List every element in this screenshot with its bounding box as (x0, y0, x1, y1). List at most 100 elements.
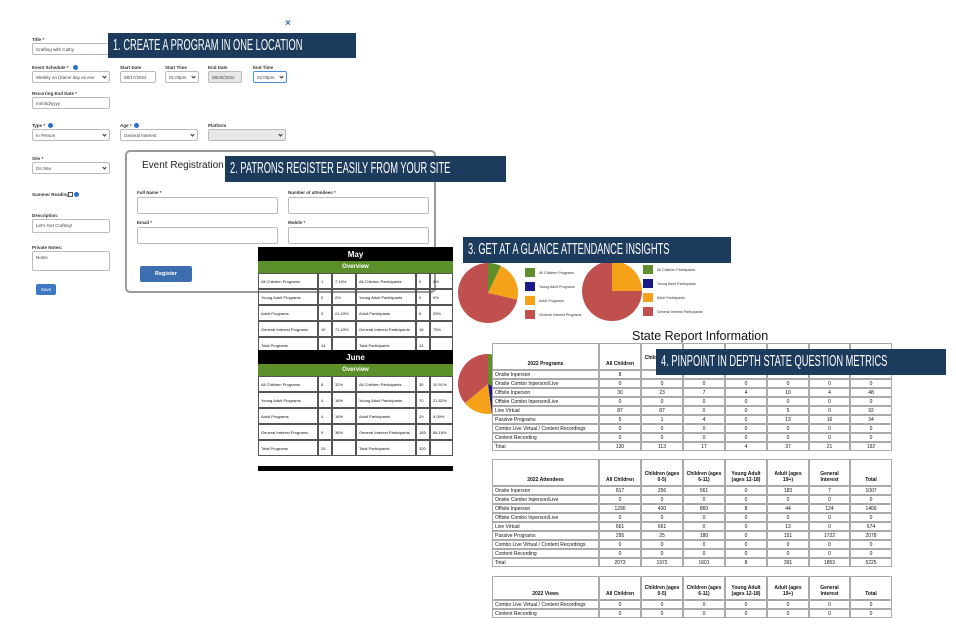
table-cell: 0 (683, 600, 725, 609)
field-label: Event Schedule * (32, 65, 69, 70)
text-input[interactable] (137, 197, 278, 214)
text-input[interactable] (288, 227, 429, 244)
modal-title: Event Registration (142, 160, 224, 171)
form-control[interactable]: On Site (32, 162, 110, 174)
form-control[interactable]: Crafting with Cathy (32, 43, 112, 55)
table-cell: 0 (725, 495, 767, 504)
table-cell: 0 (318, 289, 332, 305)
table-cell: 0 (683, 433, 725, 442)
column-header: Adult (ages 19+) (767, 459, 809, 486)
field-label: Type * (32, 123, 46, 128)
table-cell: 0 (850, 397, 892, 406)
legend-swatch (643, 293, 653, 302)
table-cell: 0 (725, 397, 767, 406)
row-label: Combo Live Virtual / Content Recordings (492, 424, 599, 433)
table-cell: 0 (725, 609, 767, 618)
table-cell: 75% (430, 321, 453, 337)
table-cell: 0 (725, 540, 767, 549)
row-label: Onsite Combo Inperson/Live (492, 495, 599, 504)
table-cell: 320 (416, 440, 430, 456)
legend-label: Adult Participants (657, 296, 685, 300)
form-control[interactable]: Let's Get Crafting! (32, 219, 110, 233)
row-label: Content Recording (492, 433, 599, 442)
table-cell: 10.91% (430, 376, 453, 392)
table-cell: 92 (850, 406, 892, 415)
table-cell: 6 (416, 305, 430, 321)
table-cell: 1853 (809, 558, 850, 567)
row-label: Combo Live Virtual / Content Recordings (492, 540, 599, 549)
table-cell: 0 (809, 609, 850, 618)
form-control[interactable]: 02:00pm (253, 71, 287, 83)
column-header: General Interest (809, 459, 850, 486)
pie-slice (464, 384, 492, 414)
report-background (492, 326, 892, 637)
form-control[interactable]: General Interest (120, 129, 198, 141)
column-header: 2022 Views (492, 576, 599, 600)
table-cell: 0 (599, 600, 641, 609)
legend-swatch (643, 265, 653, 274)
table-cell: 25 (641, 531, 683, 540)
form-control[interactable]: In Person (32, 129, 110, 141)
table-cell: 10 (767, 388, 809, 397)
table-cell: 0 (641, 609, 683, 618)
table-cell: 0 (767, 549, 809, 558)
row-label: Onsite Combo Inperson/Live (492, 379, 599, 388)
table-cell: 17 (683, 442, 725, 451)
help-icon (74, 192, 79, 197)
register-button[interactable]: Register (140, 266, 192, 282)
form-control[interactable]: Weekly on (Same day as eve (32, 71, 110, 83)
table-cell: 23 (641, 388, 683, 397)
legend-swatch (525, 310, 535, 319)
form-control[interactable]: Notes (32, 251, 110, 271)
form-control[interactable] (208, 129, 286, 141)
field-label: Private Notes: (32, 245, 63, 250)
form-control[interactable]: 01:00pm (165, 71, 199, 83)
table-cell: 8 (318, 376, 332, 392)
table-cell: 183 (767, 486, 809, 495)
table-cell: 0 (767, 495, 809, 504)
table-cell: 0 (850, 379, 892, 388)
field-label: Start Time (165, 65, 187, 70)
form-control[interactable]: 08/30/2022 (208, 71, 242, 83)
table-cell: All Children Programs (258, 273, 318, 289)
table-cell: 4 (318, 408, 332, 424)
table-cell: 0 (683, 549, 725, 558)
table-cell: 192 (850, 442, 892, 451)
table-cell: 0 (599, 379, 641, 388)
form-control[interactable]: mm/dd/yyyy (32, 97, 110, 109)
pie-slice (457, 263, 518, 324)
form-control[interactable]: 08/17/2022 (120, 71, 156, 83)
checkbox[interactable] (68, 192, 73, 197)
table-cell: 9 (318, 424, 332, 440)
text-input[interactable] (137, 227, 278, 244)
row-label: Offsite Combo Inperson/Live (492, 397, 599, 406)
table-cell: 5 (767, 406, 809, 415)
table-cell (430, 440, 453, 456)
table-cell: General Interest Participants (356, 321, 416, 337)
table-cell: 21.43% (332, 305, 356, 321)
table-cell: 25% (430, 305, 453, 321)
table-cell: 1290 (599, 504, 641, 513)
table-cell: 87 (641, 406, 683, 415)
table-cell: 0 (725, 522, 767, 531)
field-label: Email * (137, 220, 153, 225)
row-label: Offsite Combo Inperson/Live (492, 513, 599, 522)
table-cell: 13 (767, 415, 809, 424)
table-cell: 87 (599, 406, 641, 415)
text-input[interactable] (288, 197, 429, 214)
row-label: Passive Programs (492, 415, 599, 424)
close-icon[interactable]: × (285, 18, 291, 29)
table-cell: 0 (850, 424, 892, 433)
table-cell: 0 (850, 540, 892, 549)
table-cell: 0 (599, 495, 641, 504)
row-label: Onsite Inperson (492, 370, 599, 379)
table-cell: 4 (683, 415, 725, 424)
callout-banner: 3. GET AT A GLANCE ATTENDANCE INSIGHTS (463, 237, 731, 263)
save-button[interactable]: Save (36, 284, 56, 295)
callout-text: 2. PATRONS REGISTER EASILY FROM YOUR SIT… (230, 160, 451, 177)
table-cell: 0 (416, 289, 430, 305)
row-label: Live Virtual (492, 406, 599, 415)
table-cell: 860 (683, 504, 725, 513)
table-cell: 0 (725, 513, 767, 522)
table-cell: 0 (725, 600, 767, 609)
